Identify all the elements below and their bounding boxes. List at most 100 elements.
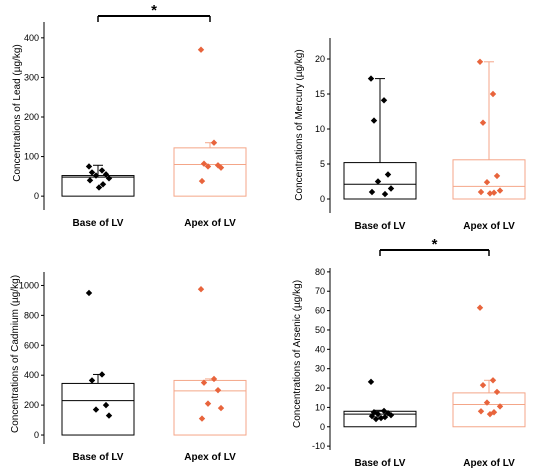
arsenic-apex-point bbox=[476, 304, 484, 311]
arsenic-tick-label: 20 bbox=[315, 383, 325, 393]
arsenic-apex-box bbox=[452, 392, 526, 428]
mercury-apex-point bbox=[476, 58, 484, 65]
chart-panel-arsenic: -10 0 10 20 30 40 50 60 70 80 Concentrations of Ar… bbox=[292, 236, 526, 469]
arsenic-base-point bbox=[372, 415, 380, 423]
lead-base-point bbox=[85, 163, 93, 170]
lead-apex-point bbox=[217, 164, 225, 171]
arsenic-apex-point bbox=[483, 399, 491, 406]
lead-apex-category-label: Apex of LV bbox=[184, 218, 236, 229]
arsenic-apex-category-label: Apex of LV bbox=[463, 458, 515, 469]
arsenic-y-axis-label: Concentrations of Arsenic (µg/kg) bbox=[292, 280, 303, 428]
cadmium-base-point bbox=[98, 371, 106, 378]
arsenic-base-point bbox=[387, 411, 395, 419]
lead-base-point bbox=[95, 184, 103, 191]
lead-apex-point bbox=[198, 177, 206, 185]
arsenic-apex-point bbox=[477, 408, 485, 415]
arsenic-apex-point bbox=[493, 388, 501, 396]
arsenic-tick-label: -10 bbox=[312, 441, 325, 451]
chart-panel-mercury: 0 5 10 15 20 Concentrations of Mercury (µg/kg… bbox=[294, 38, 526, 232]
mercury-apex-point bbox=[483, 179, 491, 186]
lead-tick-label: 300 bbox=[24, 72, 39, 82]
lead-apex-point bbox=[204, 163, 212, 170]
arsenic-apex-point bbox=[486, 410, 494, 418]
mercury-base-point bbox=[384, 171, 392, 178]
cadmium-tick-label: 600 bbox=[24, 340, 39, 350]
cadmium-base-point bbox=[92, 406, 100, 413]
cadmium-tick-label: 800 bbox=[24, 310, 39, 320]
arsenic-tick-label: 70 bbox=[315, 286, 325, 296]
arsenic-apex-point bbox=[496, 403, 504, 410]
mercury-y-axis-label: Concentrations of Mercury (µg/kg) bbox=[294, 49, 305, 200]
mercury-tick-label: 15 bbox=[315, 89, 325, 99]
mercury-tick-label: 10 bbox=[315, 124, 325, 134]
mercury-tick-label: 5 bbox=[320, 159, 325, 169]
arsenic-tick-label: 0 bbox=[320, 422, 325, 432]
lead-tick-label: 0 bbox=[34, 191, 39, 201]
arsenic-base-category-label: Base of LV bbox=[355, 458, 406, 469]
cadmium-tick-label: 0 bbox=[34, 430, 39, 440]
mercury-base-point bbox=[380, 97, 388, 104]
lead-tick-label: 200 bbox=[24, 112, 39, 122]
lead-tick-label: 400 bbox=[24, 33, 39, 43]
mercury-apex-point bbox=[479, 119, 487, 126]
mercury-base-point bbox=[381, 190, 389, 198]
lead-y-axis-label: Concentrations of Lead (µg/kg) bbox=[12, 44, 23, 182]
mercury-apex-point bbox=[490, 189, 498, 196]
lead-base-category-label: Base of LV bbox=[73, 218, 124, 229]
cadmium-base-point bbox=[105, 412, 113, 419]
lead-apex-point bbox=[197, 46, 205, 53]
mercury-apex-point bbox=[486, 190, 494, 197]
mercury-base-point bbox=[370, 117, 378, 124]
cadmium-apex-point bbox=[200, 379, 208, 386]
arsenic-tick-label: 80 bbox=[315, 267, 325, 277]
mercury-base-point bbox=[387, 185, 395, 192]
lead-apex-point bbox=[214, 162, 222, 169]
cadmium-tick-label: 200 bbox=[24, 400, 39, 410]
mercury-apex-point bbox=[496, 187, 504, 194]
lead-apex-point bbox=[200, 160, 208, 167]
lead-base-point bbox=[86, 177, 94, 184]
arsenic-tick-label: 40 bbox=[315, 344, 325, 354]
lead-base-point bbox=[88, 169, 96, 176]
arsenic-base-point bbox=[368, 412, 376, 420]
mercury-apex-category-label: Apex of LV bbox=[463, 221, 515, 232]
arsenic-tick-label: 60 bbox=[315, 306, 325, 316]
cadmium-apex-point bbox=[198, 415, 206, 422]
arsenic-apex-point bbox=[479, 381, 487, 389]
lead-apex-box bbox=[173, 147, 247, 197]
cadmium-apex-point bbox=[197, 286, 205, 293]
cadmium-apex-point bbox=[204, 400, 212, 407]
mercury-apex-point bbox=[489, 90, 497, 98]
lead-significance-star: * bbox=[151, 2, 157, 19]
cadmium-apex-category-label: Apex of LV bbox=[184, 452, 236, 463]
lead-base-point bbox=[102, 171, 110, 178]
cadmium-base-category-label: Base of LV bbox=[73, 452, 124, 463]
arsenic-tick-label: 50 bbox=[315, 325, 325, 335]
lead-base-point bbox=[98, 167, 106, 174]
lead-apex-point bbox=[210, 139, 218, 146]
mercury-base-category-label: Base of LV bbox=[355, 221, 406, 232]
cadmium-base-point bbox=[88, 377, 96, 384]
mercury-base-point bbox=[368, 188, 376, 196]
lead-base-point bbox=[105, 175, 113, 182]
cadmium-apex-point bbox=[210, 375, 218, 383]
arsenic-tick-label: 10 bbox=[315, 402, 325, 412]
lead-base-point bbox=[92, 172, 100, 179]
lead-tick-label: 100 bbox=[24, 152, 39, 162]
mercury-apex-point bbox=[477, 188, 485, 196]
cadmium-base-point bbox=[85, 289, 93, 297]
arsenic-base-point bbox=[367, 378, 375, 386]
arsenic-tick-label: 30 bbox=[315, 364, 325, 374]
mercury-base-point bbox=[374, 178, 382, 185]
cadmium-apex-box bbox=[173, 379, 247, 436]
arsenic-base-point bbox=[377, 414, 385, 422]
cadmium-tick-label: 400 bbox=[24, 370, 39, 380]
cadmium-apex-point bbox=[214, 386, 222, 394]
mercury-tick-label: 20 bbox=[315, 54, 325, 64]
cadmium-apex-point bbox=[217, 404, 225, 412]
lead-base-point bbox=[99, 181, 107, 188]
cadmium-tick-label: 1000 bbox=[19, 280, 39, 290]
